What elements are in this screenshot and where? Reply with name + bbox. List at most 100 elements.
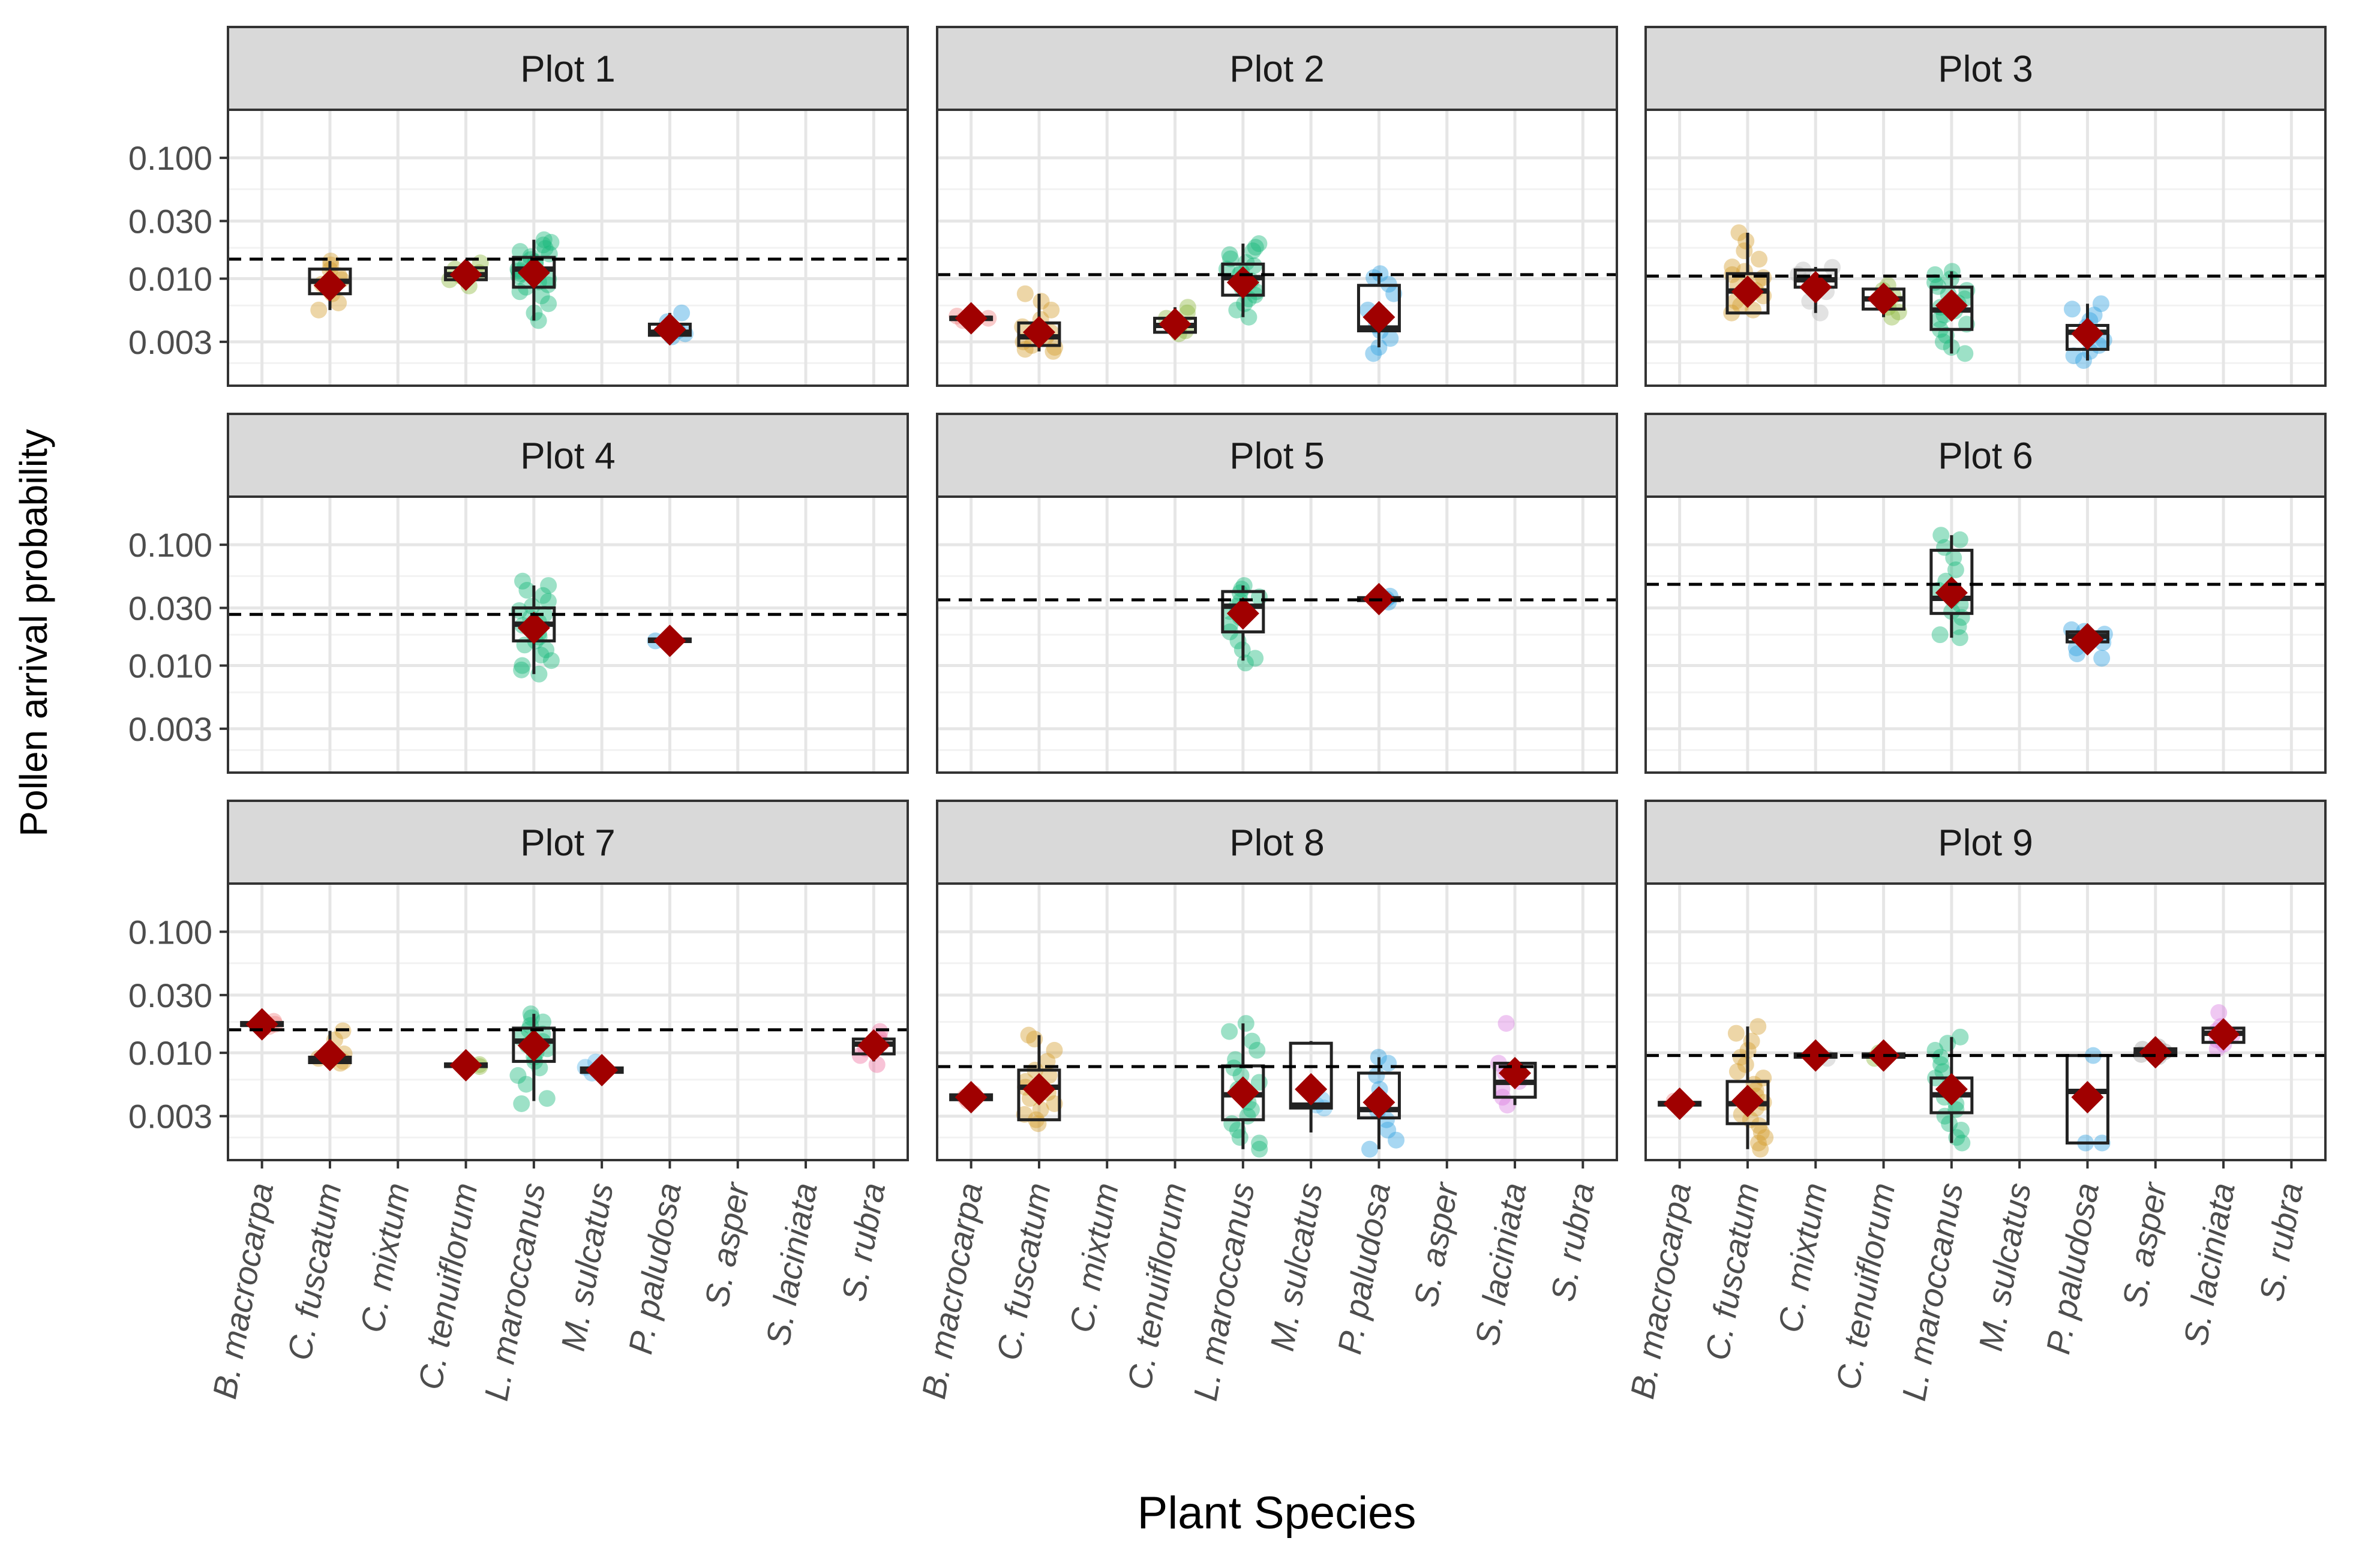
data-point: [330, 294, 347, 311]
data-point: [1724, 259, 1741, 276]
panel-9: Plot 9 B. macrocarpa C. fuscatum C. mixtumC…: [1623, 800, 2327, 1404]
mean-marker: [653, 313, 686, 346]
group-c-tenuiflorum: [441, 254, 489, 295]
data-point: [523, 597, 541, 615]
strip-background: [1644, 413, 2327, 498]
data-point: [539, 593, 557, 610]
x-tick-label: L. maroccanus: [1895, 1180, 1970, 1404]
group-p-paludosa: [2063, 295, 2112, 370]
y-tick-label: 0.010: [128, 647, 212, 685]
data-point: [1737, 232, 1755, 250]
data-point: [514, 572, 532, 590]
x-tick-label: S. laciniata: [1467, 1180, 1533, 1348]
x-tick-label: M. sulcatus: [554, 1180, 620, 1354]
data-point: [1251, 1134, 1268, 1152]
x-tick-label: S. asper: [697, 1179, 757, 1310]
mean-marker: [1799, 1039, 1832, 1072]
strip-background: [1644, 800, 2327, 885]
mean-marker: [245, 1008, 278, 1041]
y-tick-label: 0.003: [128, 1098, 212, 1136]
data-point: [1737, 1056, 1754, 1073]
data-point: [2093, 650, 2111, 667]
data-point: [1945, 549, 1962, 566]
y-tick-label: 0.010: [128, 1034, 212, 1072]
x-tick-label: L. maroccanus: [477, 1180, 553, 1404]
x-tick-label: B. macrocarpa: [914, 1180, 989, 1402]
mean-marker: [1022, 1073, 1055, 1106]
data-point: [1934, 333, 1952, 350]
data-point: [534, 1013, 551, 1031]
mean-marker: [2139, 1036, 2172, 1069]
data-point: [1247, 239, 1264, 256]
data-point: [2069, 645, 2086, 663]
data-point: [1749, 1018, 1767, 1035]
data-point: [1221, 246, 1238, 263]
x-tick-label: L. maroccanus: [1186, 1180, 1262, 1404]
x-tick-label: S. laciniata: [2176, 1180, 2242, 1348]
data-point: [1236, 654, 1254, 672]
data-point: [1033, 293, 1050, 310]
data-point: [2085, 307, 2103, 324]
group-c-tenuiflorum: [1862, 277, 1907, 326]
group-c-mixtum: [1790, 259, 1841, 322]
data-point: [540, 577, 557, 594]
group-m-sulcatus: [1289, 1041, 1333, 1133]
mean-marker: [2071, 623, 2104, 656]
data-point: [1221, 1023, 1238, 1040]
data-point: [536, 240, 554, 257]
group-p-paludosa: [1356, 265, 1403, 362]
data-point: [1046, 1041, 1063, 1059]
group-b-macrocarpa: [1658, 1087, 1702, 1120]
box: [1017, 1068, 1061, 1122]
strip-label: Plot 4: [520, 435, 616, 477]
mean-marker: [2071, 317, 2104, 350]
x-tick-label: C. mixtum: [1770, 1180, 1834, 1335]
group-l-maroccanus: [1218, 235, 1268, 326]
x-tick-label: S. asper: [1406, 1179, 1466, 1310]
x-tick-label: C. mixtum: [353, 1180, 416, 1335]
strip-label: Plot 8: [1229, 822, 1325, 864]
data-point: [1244, 242, 1262, 260]
data-point: [1952, 1121, 1970, 1139]
x-tick-label: P. paludosa: [2039, 1180, 2106, 1357]
group-p-paludosa: [647, 304, 694, 346]
data-point: [1247, 650, 1264, 667]
strip-label: Plot 6: [1938, 435, 2033, 477]
data-point: [1243, 1032, 1260, 1050]
data-point: [1752, 1140, 1769, 1158]
data-point: [1497, 1015, 1515, 1032]
data-point: [1240, 308, 1257, 326]
strip-label: Plot 9: [1938, 822, 2033, 864]
group-c-fuscatum: [308, 253, 352, 319]
group-b-macrocarpa: [949, 302, 997, 335]
data-point: [2063, 301, 2081, 318]
data-point: [2092, 295, 2109, 313]
mean-marker: [1226, 597, 1259, 630]
y-axis-title: Pollen arrival probability: [12, 429, 55, 836]
mean-marker: [1022, 316, 1055, 349]
x-tick-label: C. tenuiflorum: [1829, 1180, 1902, 1392]
data-point: [1243, 1101, 1260, 1118]
data-point: [1956, 345, 1974, 362]
data-point: [535, 236, 552, 254]
data-point: [1379, 1121, 1397, 1139]
data-point: [538, 641, 555, 659]
mean-marker: [955, 302, 988, 335]
data-point: [535, 231, 553, 248]
group-s-rubra: [851, 1023, 896, 1073]
x-tick-label: S. laciniata: [758, 1180, 824, 1348]
data-point: [542, 652, 560, 669]
data-point: [539, 276, 557, 293]
data-point: [1016, 285, 1034, 302]
x-tick-label: C. mixtum: [1062, 1180, 1126, 1335]
data-point: [540, 295, 557, 313]
x-tick-label: C. tenuiflorum: [411, 1180, 485, 1392]
data-point: [538, 1090, 556, 1107]
data-point: [1757, 1129, 1774, 1146]
strip-background: [936, 413, 1618, 498]
mean-marker: [2207, 1018, 2240, 1051]
group-m-sulcatus: [577, 1053, 624, 1086]
y-tick-label: 0.003: [128, 710, 212, 748]
